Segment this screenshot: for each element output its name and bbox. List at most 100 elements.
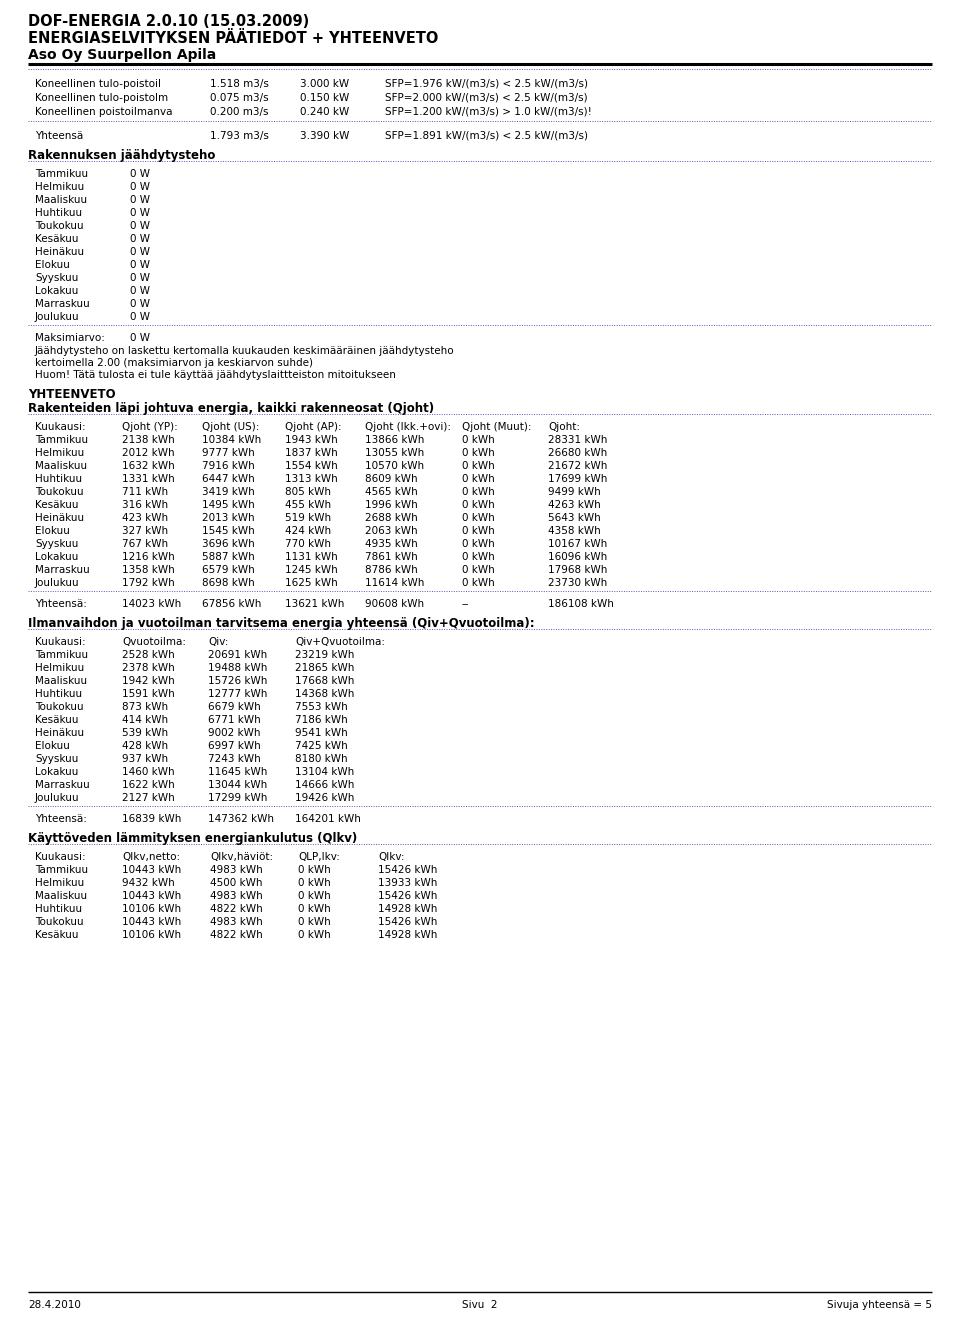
- Text: 2688 kWh: 2688 kWh: [365, 512, 418, 523]
- Text: 1591 kWh: 1591 kWh: [122, 688, 175, 699]
- Text: Qlkv,netto:: Qlkv,netto:: [122, 853, 180, 862]
- Text: 2528 kWh: 2528 kWh: [122, 650, 175, 659]
- Text: 0 W: 0 W: [130, 208, 150, 218]
- Text: 17968 kWh: 17968 kWh: [548, 565, 608, 575]
- Text: 2127 kWh: 2127 kWh: [122, 793, 175, 802]
- Text: QLP,lkv:: QLP,lkv:: [298, 853, 340, 862]
- Text: 0 kWh: 0 kWh: [462, 448, 494, 458]
- Text: Kesäkuu: Kesäkuu: [35, 500, 79, 510]
- Text: 8180 kWh: 8180 kWh: [295, 753, 348, 764]
- Text: 316 kWh: 316 kWh: [122, 500, 168, 510]
- Text: 14023 kWh: 14023 kWh: [122, 598, 181, 609]
- Text: 21672 kWh: 21672 kWh: [548, 461, 608, 471]
- Text: 13621 kWh: 13621 kWh: [285, 598, 345, 609]
- Text: 0 kWh: 0 kWh: [298, 929, 331, 940]
- Text: 424 kWh: 424 kWh: [285, 526, 331, 536]
- Text: 5887 kWh: 5887 kWh: [202, 552, 254, 561]
- Text: 8609 kWh: 8609 kWh: [365, 474, 418, 485]
- Text: Kesäkuu: Kesäkuu: [35, 929, 79, 940]
- Text: 3696 kWh: 3696 kWh: [202, 539, 254, 549]
- Text: Koneellinen tulo-poistolm: Koneellinen tulo-poistolm: [35, 93, 168, 103]
- Text: Yhteensä:: Yhteensä:: [35, 814, 86, 824]
- Text: 9777 kWh: 9777 kWh: [202, 448, 254, 458]
- Text: 0.200 m3/s: 0.200 m3/s: [210, 107, 269, 117]
- Text: Kuukausi:: Kuukausi:: [35, 637, 85, 647]
- Text: Huhtikuu: Huhtikuu: [35, 904, 83, 914]
- Text: Qjoht (US):: Qjoht (US):: [202, 422, 259, 432]
- Text: Qiv:: Qiv:: [208, 637, 228, 647]
- Text: Syyskuu: Syyskuu: [35, 753, 79, 764]
- Text: 9499 kWh: 9499 kWh: [548, 487, 601, 496]
- Text: Tammikuu: Tammikuu: [35, 865, 88, 875]
- Text: 6997 kWh: 6997 kWh: [208, 741, 261, 751]
- Text: 770 kWh: 770 kWh: [285, 539, 331, 549]
- Text: DOF-ENERGIA 2.0.10 (15.03.2009): DOF-ENERGIA 2.0.10 (15.03.2009): [28, 15, 309, 29]
- Text: 0 W: 0 W: [130, 312, 150, 322]
- Text: 1313 kWh: 1313 kWh: [285, 474, 338, 485]
- Text: 4983 kWh: 4983 kWh: [210, 918, 263, 927]
- Text: Lokakuu: Lokakuu: [35, 552, 79, 561]
- Text: 0 kWh: 0 kWh: [462, 500, 494, 510]
- Text: Aso Oy Suurpellon Apila: Aso Oy Suurpellon Apila: [28, 48, 216, 62]
- Text: 428 kWh: 428 kWh: [122, 741, 168, 751]
- Text: 10570 kWh: 10570 kWh: [365, 461, 424, 471]
- Text: Tammikuu: Tammikuu: [35, 650, 88, 659]
- Text: 2138 kWh: 2138 kWh: [122, 436, 175, 445]
- Text: 0 kWh: 0 kWh: [462, 552, 494, 561]
- Text: 1216 kWh: 1216 kWh: [122, 552, 175, 561]
- Text: 16839 kWh: 16839 kWh: [122, 814, 181, 824]
- Text: 10384 kWh: 10384 kWh: [202, 436, 261, 445]
- Text: 19488 kWh: 19488 kWh: [208, 663, 268, 673]
- Text: Huom! Tätä tulosta ei tule käyttää jäähdytyslaittteiston mitoitukseen: Huom! Tätä tulosta ei tule käyttää jäähd…: [35, 369, 396, 380]
- Text: Helmikuu: Helmikuu: [35, 448, 84, 458]
- Text: 1792 kWh: 1792 kWh: [122, 579, 175, 588]
- Text: 0 W: 0 W: [130, 273, 150, 283]
- Text: 10443 kWh: 10443 kWh: [122, 891, 181, 902]
- Text: 0 kWh: 0 kWh: [462, 565, 494, 575]
- Text: 1942 kWh: 1942 kWh: [122, 677, 175, 686]
- Text: 1554 kWh: 1554 kWh: [285, 461, 338, 471]
- Text: 7916 kWh: 7916 kWh: [202, 461, 254, 471]
- Text: 15426 kWh: 15426 kWh: [378, 918, 438, 927]
- Text: 711 kWh: 711 kWh: [122, 487, 168, 496]
- Text: Marraskuu: Marraskuu: [35, 299, 89, 308]
- Text: Elokuu: Elokuu: [35, 526, 70, 536]
- Text: 0 kWh: 0 kWh: [298, 918, 331, 927]
- Text: SFP=1.976 kW/(m3/s) < 2.5 kW/(m3/s): SFP=1.976 kW/(m3/s) < 2.5 kW/(m3/s): [385, 79, 588, 89]
- Text: 13104 kWh: 13104 kWh: [295, 767, 354, 777]
- Text: Yhteensä: Yhteensä: [35, 131, 84, 140]
- Text: 11614 kWh: 11614 kWh: [365, 579, 424, 588]
- Text: 0 W: 0 W: [130, 260, 150, 270]
- Text: 3.000 kW: 3.000 kW: [300, 79, 349, 89]
- Text: Koneellinen tulo-poistoil: Koneellinen tulo-poistoil: [35, 79, 161, 89]
- Text: 767 kWh: 767 kWh: [122, 539, 168, 549]
- Text: 21865 kWh: 21865 kWh: [295, 663, 354, 673]
- Text: 0.150 kW: 0.150 kW: [300, 93, 349, 103]
- Text: 0 kWh: 0 kWh: [462, 539, 494, 549]
- Text: 14928 kWh: 14928 kWh: [378, 929, 438, 940]
- Text: 0 kWh: 0 kWh: [462, 461, 494, 471]
- Text: 2012 kWh: 2012 kWh: [122, 448, 175, 458]
- Text: Joulukuu: Joulukuu: [35, 312, 80, 322]
- Text: 0 W: 0 W: [130, 169, 150, 179]
- Text: 0 W: 0 W: [130, 334, 150, 343]
- Text: 873 kWh: 873 kWh: [122, 702, 168, 712]
- Text: 4500 kWh: 4500 kWh: [210, 878, 262, 888]
- Text: 1131 kWh: 1131 kWh: [285, 552, 338, 561]
- Text: 67856 kWh: 67856 kWh: [202, 598, 261, 609]
- Text: Qlkv,häviöt:: Qlkv,häviöt:: [210, 853, 274, 862]
- Text: 1358 kWh: 1358 kWh: [122, 565, 175, 575]
- Text: Maaliskuu: Maaliskuu: [35, 195, 87, 205]
- Text: Huhtikuu: Huhtikuu: [35, 208, 83, 218]
- Text: 1460 kWh: 1460 kWh: [122, 767, 175, 777]
- Text: Kuukausi:: Kuukausi:: [35, 422, 85, 432]
- Text: 0 W: 0 W: [130, 248, 150, 257]
- Text: kertoimella 2.00 (maksimiarvon ja keskiarvon suhde): kertoimella 2.00 (maksimiarvon ja keskia…: [35, 357, 313, 368]
- Text: Marraskuu: Marraskuu: [35, 565, 89, 575]
- Text: Toukokuu: Toukokuu: [35, 487, 84, 496]
- Text: 4983 kWh: 4983 kWh: [210, 891, 263, 902]
- Text: 19426 kWh: 19426 kWh: [295, 793, 354, 802]
- Text: 0 W: 0 W: [130, 234, 150, 244]
- Text: Qiv+Qvuotoilma:: Qiv+Qvuotoilma:: [295, 637, 385, 647]
- Text: --: --: [462, 598, 469, 609]
